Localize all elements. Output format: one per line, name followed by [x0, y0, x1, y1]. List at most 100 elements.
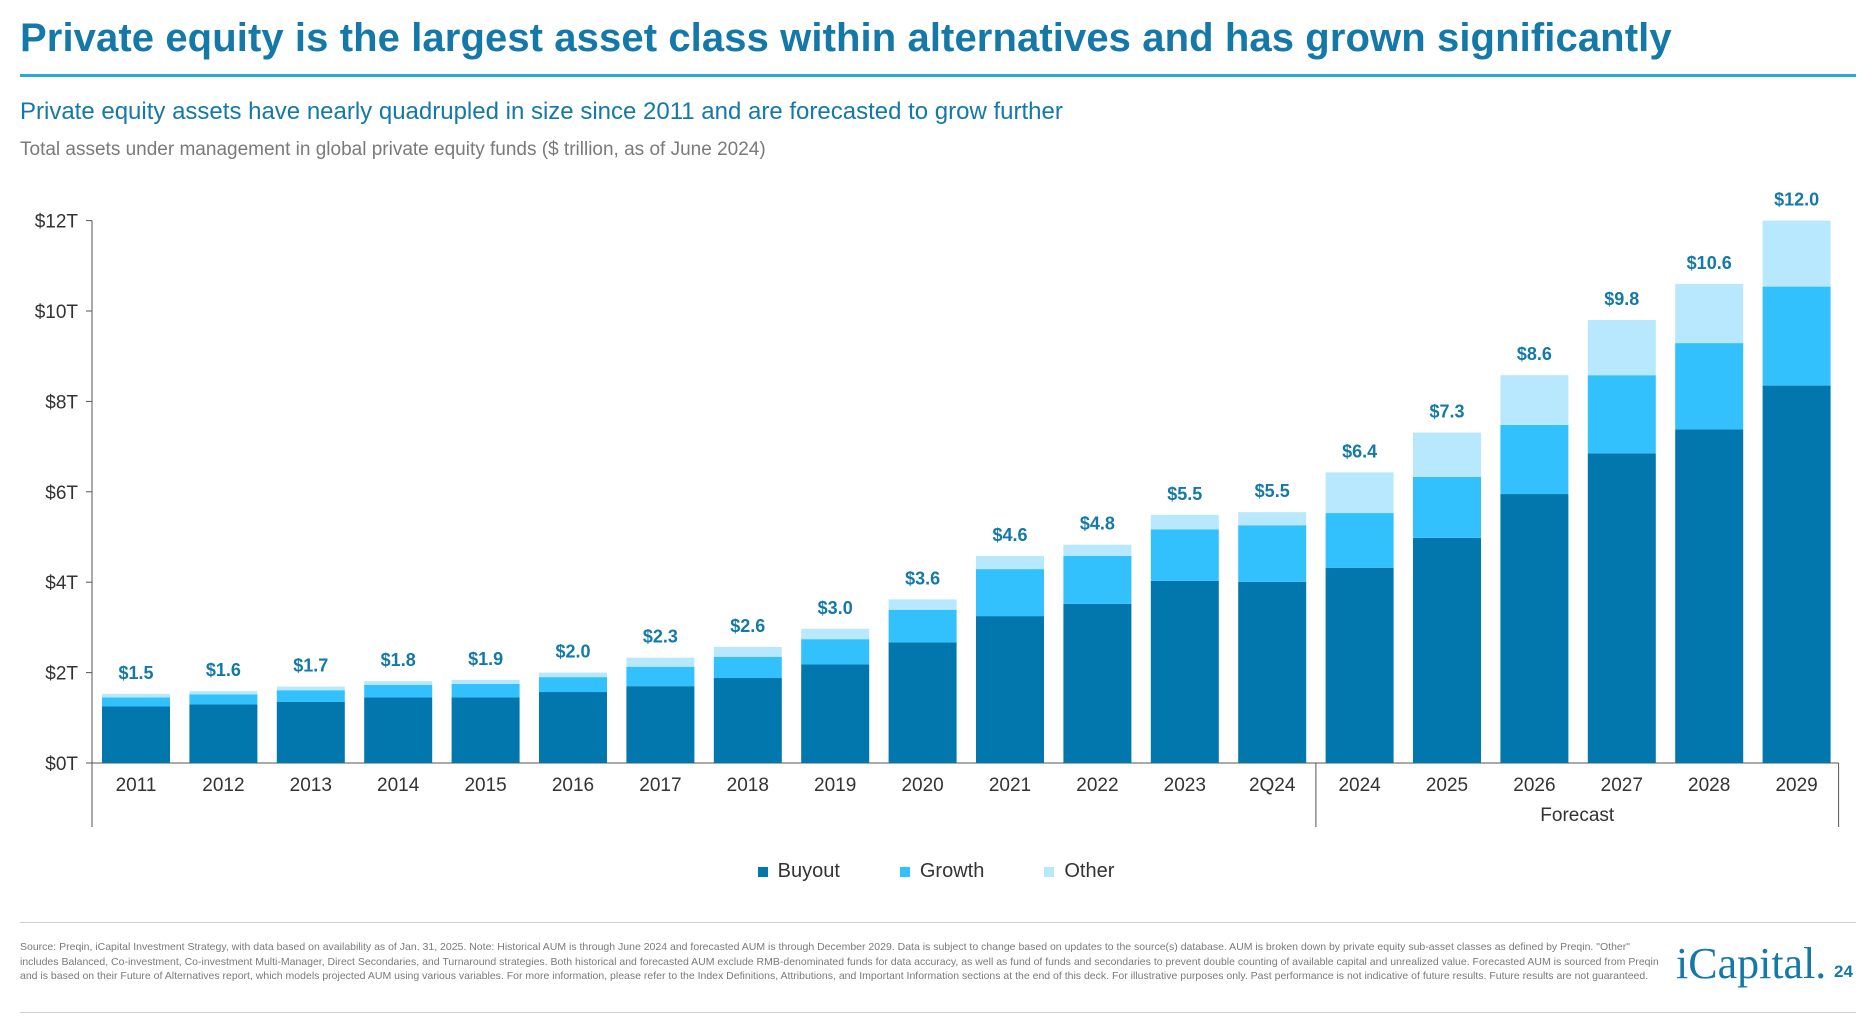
x-tick-label: 2029	[1775, 775, 1817, 796]
x-tick-label: 2024	[1338, 775, 1381, 796]
bar-buyout-2016	[539, 692, 607, 763]
bar-buyout-2029	[1762, 385, 1831, 763]
bar-buyout-2018	[713, 678, 782, 763]
x-tick-label: 2025	[1426, 775, 1468, 796]
data-label-total: $2.3	[643, 627, 678, 647]
bar-other-2021	[976, 555, 1044, 570]
bar-growth-2023	[1150, 529, 1219, 581]
data-label-total: $2.0	[555, 642, 590, 662]
legend-item-growth: Growth	[899, 860, 985, 883]
data-label-total: $6.4	[1342, 441, 1377, 461]
bar-growth-2q24	[1238, 525, 1307, 582]
legend-label-other: Other	[1064, 860, 1115, 882]
x-tick-label: 2014	[377, 775, 420, 796]
x-tick-label: 2012	[202, 775, 244, 796]
x-tick-label: 2027	[1601, 775, 1643, 796]
data-label-total: $3.0	[818, 598, 853, 618]
y-tick-label: $12T	[35, 212, 79, 233]
bar-other-2011	[102, 693, 170, 698]
x-tick-label: 2023	[1164, 775, 1206, 796]
legend-item-buyout: Buyout	[757, 860, 840, 883]
bar-growth-2021	[976, 569, 1044, 617]
data-label-total: $12.0	[1774, 190, 1819, 210]
bar-other-2024	[1325, 472, 1394, 514]
y-tick-label: $2T	[45, 664, 78, 685]
data-label-total: $5.5	[1167, 484, 1202, 504]
bar-buyout-2021	[976, 616, 1044, 763]
legend-swatch-growth	[899, 866, 910, 877]
bar-growth-2011	[102, 697, 170, 707]
data-label-total: $1.5	[118, 663, 153, 683]
bar-growth-2016	[539, 677, 607, 693]
y-tick-label: $6T	[45, 483, 78, 504]
chart-description: Total assets under management in global …	[20, 139, 766, 160]
bar-buyout-2q24	[1238, 581, 1307, 763]
bar-growth-2018	[713, 656, 782, 679]
bar-growth-2020	[888, 609, 957, 643]
data-label-total: $1.8	[381, 650, 416, 670]
bar-growth-2015	[451, 683, 520, 698]
bar-buyout-2017	[626, 686, 695, 763]
x-tick-label: 2015	[464, 775, 506, 796]
legend-label-buyout: Buyout	[777, 860, 840, 882]
bar-other-2017	[626, 657, 695, 667]
legend-label-growth: Growth	[919, 860, 985, 882]
data-label-total: $1.7	[293, 656, 328, 676]
bar-growth-2024	[1325, 513, 1394, 568]
stacked-bar-chart: $0T $2T $4T $6T $8T $10T $12T $1.5 2011 $1.6 2012 $…	[35, 190, 1840, 827]
y-tick-label: $10T	[35, 302, 79, 323]
data-label-total: $4.6	[992, 525, 1027, 545]
x-tick-label: 2Q24	[1249, 775, 1296, 796]
source-footnote: Source: Preqin, iCapital Investment Stra…	[20, 941, 1659, 982]
data-label-total: $9.8	[1604, 289, 1639, 309]
x-tick-label: 2026	[1513, 775, 1555, 796]
y-tick-label: $8T	[45, 392, 78, 413]
x-tick-label: 2018	[727, 775, 769, 796]
bar-other-2020	[888, 599, 957, 610]
bar-growth-2014	[364, 684, 433, 698]
bar-growth-2013	[276, 690, 345, 702]
data-label-total: $3.6	[905, 568, 940, 588]
legend-swatch-other	[1044, 866, 1055, 877]
data-label-total: $5.5	[1255, 481, 1290, 501]
bar-growth-2028	[1675, 343, 1744, 430]
bar-growth-2029	[1762, 286, 1831, 386]
bar-other-2013	[276, 686, 345, 691]
bar-other-2012	[189, 691, 258, 695]
bar-other-2014	[364, 681, 433, 685]
bar-other-2023	[1150, 514, 1219, 530]
y-tick-label: $0T	[45, 754, 78, 775]
bar-other-2025	[1413, 432, 1481, 477]
bar-buyout-2022	[1063, 603, 1132, 763]
chart-subtitle: Private equity assets have nearly quadru…	[20, 98, 1063, 125]
forecast-label: Forecast	[1540, 805, 1615, 826]
x-tick-label: 2020	[901, 775, 943, 796]
x-tick-label: 2011	[116, 775, 157, 796]
bar-growth-2019	[801, 639, 870, 665]
page-title: Private equity is the largest asset clas…	[20, 16, 1672, 60]
title-divider	[20, 74, 1856, 77]
bar-buyout-2011	[102, 706, 170, 763]
bar-buyout-2023	[1150, 580, 1219, 763]
data-label-total: $1.9	[468, 649, 503, 669]
legend-item-other: Other	[1044, 860, 1114, 883]
data-label-total: $1.6	[206, 660, 241, 680]
bar-other-2026	[1500, 375, 1569, 425]
bar-buyout-2019	[801, 664, 870, 763]
data-label-total: $4.8	[1080, 514, 1115, 534]
bar-buyout-2027	[1587, 453, 1656, 763]
y-tick-label: $4T	[45, 573, 78, 594]
bar-buyout-2013	[276, 701, 345, 763]
bar-growth-2025	[1413, 476, 1481, 538]
footer-divider-top	[20, 922, 1856, 923]
bar-buyout-2025	[1413, 537, 1481, 763]
data-label-total: $10.6	[1687, 253, 1732, 273]
bar-other-2029	[1762, 220, 1831, 287]
bar-other-2q24	[1238, 512, 1307, 526]
page-number: 24	[1834, 962, 1853, 981]
bar-other-2018	[713, 646, 782, 657]
bar-growth-2026	[1500, 424, 1569, 495]
bar-growth-2012	[189, 694, 258, 705]
footer-divider-bottom	[20, 1012, 1856, 1013]
bar-growth-2022	[1063, 555, 1132, 604]
